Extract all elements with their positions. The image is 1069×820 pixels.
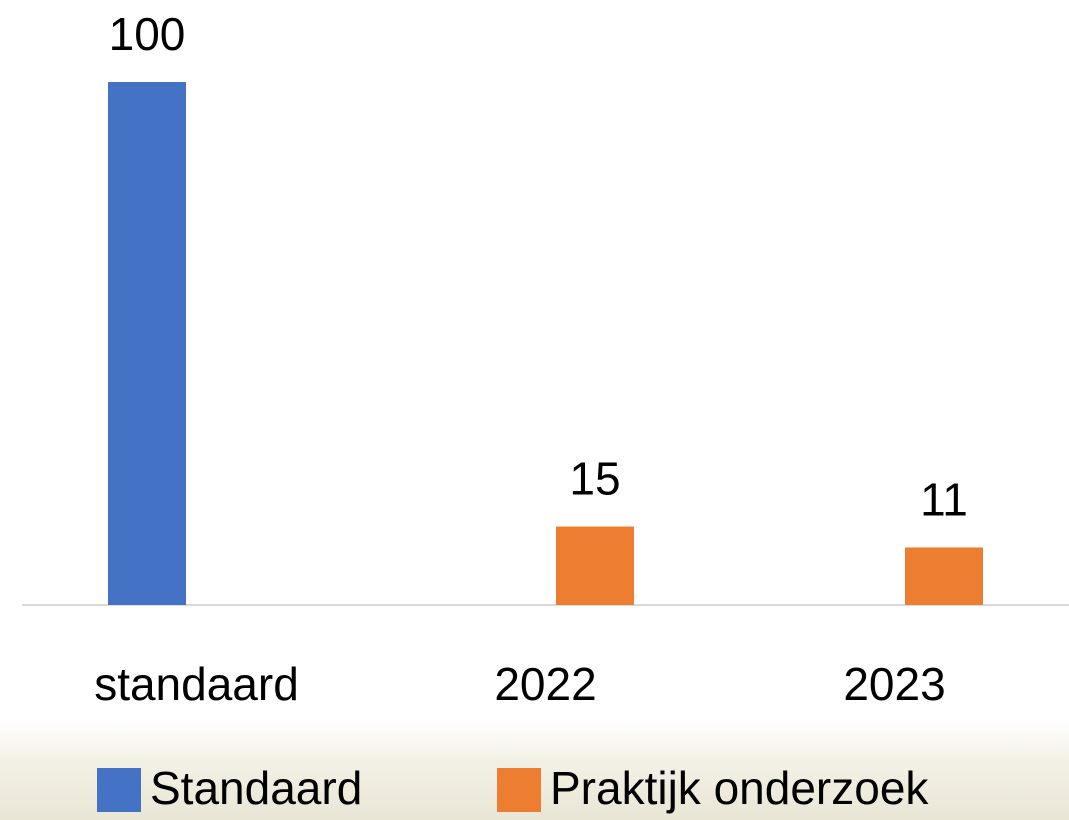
data-label: 100 [109,8,186,60]
x-tick-label: 2022 [494,658,596,710]
x-tick-label: standaard [94,658,299,710]
bar [556,526,634,605]
data-label: 15 [569,453,620,505]
legend-swatch [497,768,541,812]
x-tick-label: 2023 [843,658,945,710]
legend-label: Praktijk onderzoek [550,762,929,814]
data-label: 11 [920,474,968,526]
legend-label: Standaard [150,762,362,814]
bar [905,547,983,605]
legend-swatch [97,768,141,812]
bar [108,82,186,605]
